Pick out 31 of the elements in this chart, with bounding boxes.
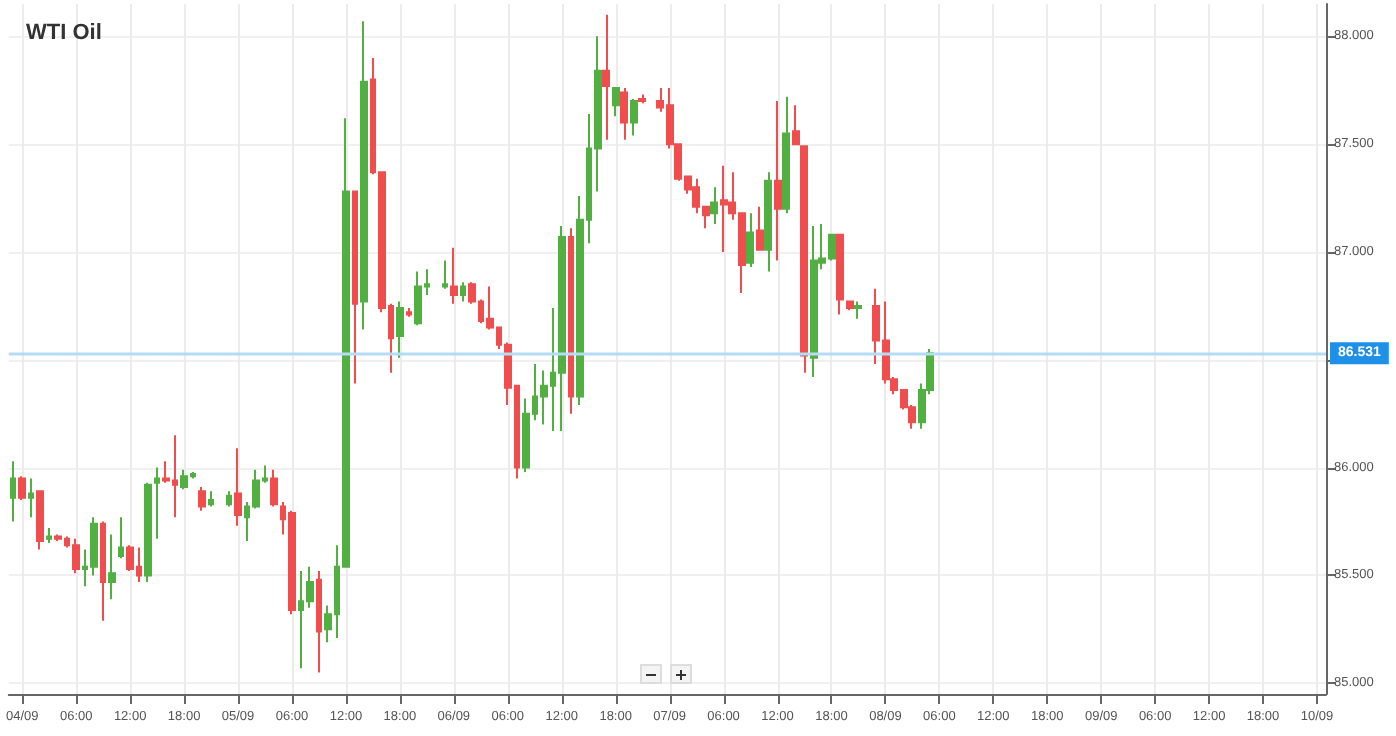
candlestick [764, 171, 772, 273]
candlestick [800, 145, 808, 374]
candlestick [234, 447, 242, 527]
candlestick [810, 225, 818, 379]
candlestick [558, 225, 566, 432]
candlestick [118, 516, 124, 560]
candlestick [316, 570, 322, 674]
candlestick [774, 100, 782, 262]
candlestick [782, 95, 790, 215]
candlestick [756, 205, 764, 251]
candlestick [568, 227, 574, 415]
candlestick [18, 475, 26, 501]
candlestick [720, 164, 728, 253]
candlestick [10, 460, 16, 523]
candlestick [792, 104, 800, 146]
candlestick [288, 509, 296, 616]
candlestick [46, 526, 52, 545]
text: WTI Oil [26, 21, 102, 45]
candlestick [36, 490, 44, 551]
candlestick [710, 186, 718, 225]
candlestick [226, 490, 232, 508]
candlestick [270, 468, 278, 508]
candlestick [360, 20, 368, 331]
candlestick [460, 281, 466, 303]
candlestick [72, 537, 80, 575]
candlestick [100, 520, 106, 622]
candlestick [108, 533, 116, 601]
candlestick [746, 212, 754, 269]
candlestick [54, 533, 62, 542]
candlestick [352, 190, 358, 385]
candlestick [28, 477, 34, 519]
